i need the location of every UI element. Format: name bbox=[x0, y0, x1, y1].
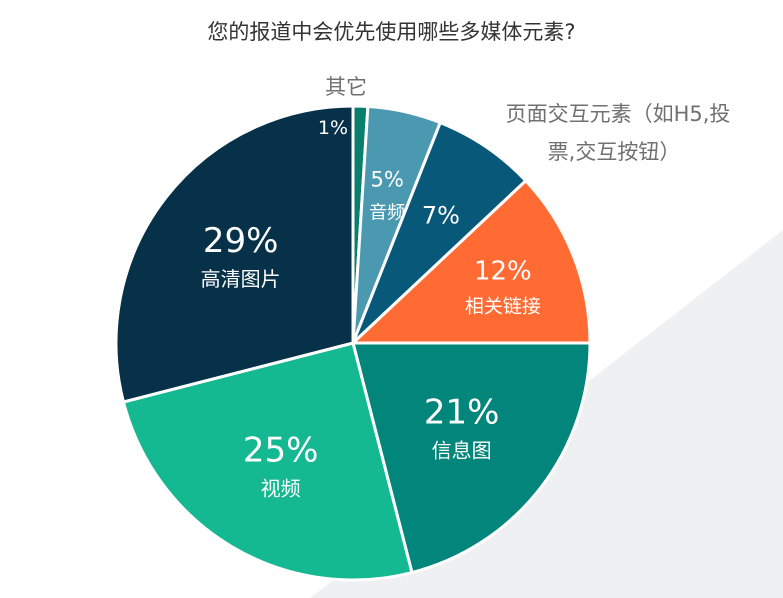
chart-title: 您的报道中会优先使用哪些多媒体元素? bbox=[207, 20, 576, 44]
slice-category-label: 相关链接 bbox=[465, 296, 541, 318]
pie-slice bbox=[349, 178, 592, 345]
pie-slice bbox=[351, 120, 528, 345]
slice-category-label: 高清图片 bbox=[201, 267, 281, 291]
slice-percent-label: 29% bbox=[203, 221, 279, 261]
slice-category-label: 视频 bbox=[261, 476, 301, 500]
slice-percent-label: 25% bbox=[243, 430, 319, 470]
slice-percent-label: 1% bbox=[318, 117, 348, 139]
slice-category-label: 票,交互按钮） bbox=[548, 140, 681, 164]
slice-category-label: 页面交互元素（如H5,投 bbox=[506, 102, 731, 126]
slice-category-label: 音频 bbox=[369, 202, 405, 223]
slice-percent-label: 7% bbox=[422, 202, 460, 230]
pie-slice bbox=[114, 104, 355, 404]
pie-slice bbox=[351, 341, 592, 575]
slice-category-label: 其它 bbox=[325, 75, 367, 99]
slice-percent-label: 5% bbox=[370, 167, 403, 191]
slice-category-label: 信息图 bbox=[432, 438, 492, 462]
slice-percent-label: 12% bbox=[474, 257, 532, 287]
slice-percent-label: 21% bbox=[424, 392, 500, 432]
pie-slice bbox=[121, 341, 414, 582]
